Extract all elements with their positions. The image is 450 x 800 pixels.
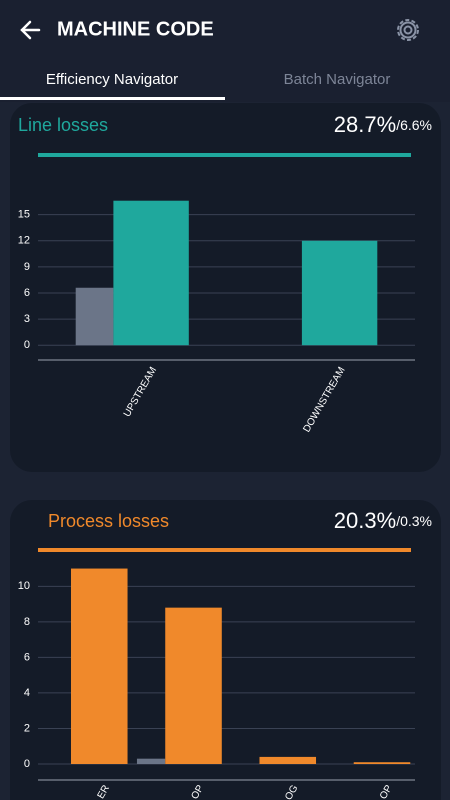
x-tick-label: OP <box>190 783 207 800</box>
app-bar <box>0 0 450 102</box>
screen-title: MACHINE CODE <box>57 18 214 40</box>
headline-value: 28.7% <box>334 112 396 137</box>
y-tick-label: 6 <box>24 651 30 663</box>
bar <box>165 607 222 765</box>
y-tick-label: 0 <box>24 758 30 770</box>
headline-sub: /6.6% <box>396 117 432 133</box>
tab-indicator <box>0 97 225 100</box>
back-button[interactable] <box>20 20 41 40</box>
x-tick-label: OP <box>378 783 395 800</box>
x-tick-label: OG <box>283 783 300 800</box>
card <box>10 103 441 472</box>
card-title: Process losses <box>48 511 169 531</box>
headline-sub: /0.3% <box>396 513 432 529</box>
bar <box>259 756 317 765</box>
bar <box>75 287 114 346</box>
accent-line <box>38 153 411 157</box>
card-title: Line losses <box>18 115 108 135</box>
y-tick-label: 15 <box>18 209 30 221</box>
bar <box>301 240 378 346</box>
y-tick-label: 4 <box>24 687 30 699</box>
headline: 28.7%/6.6% <box>334 112 432 137</box>
headline: 20.3%/0.3% <box>334 508 432 533</box>
y-tick-label: 10 <box>18 580 30 592</box>
x-tick-label: ER <box>96 783 112 800</box>
bar <box>113 200 189 346</box>
headline-value: 20.3% <box>334 508 396 533</box>
settings-button[interactable] <box>397 19 419 41</box>
y-tick-label: 0 <box>24 339 30 351</box>
accent-line <box>38 548 411 552</box>
y-tick-label: 3 <box>24 313 30 325</box>
y-tick-label: 2 <box>24 722 30 734</box>
y-tick-label: 9 <box>24 261 30 273</box>
y-tick-label: 12 <box>18 235 30 247</box>
bar <box>136 758 166 765</box>
y-tick-label: 6 <box>24 287 30 299</box>
tab[interactable]: Batch Navigator <box>284 71 391 88</box>
bar <box>70 568 128 765</box>
tab-active[interactable]: Efficiency Navigator <box>46 71 178 88</box>
y-tick-label: 8 <box>24 616 30 628</box>
bar <box>353 762 411 765</box>
